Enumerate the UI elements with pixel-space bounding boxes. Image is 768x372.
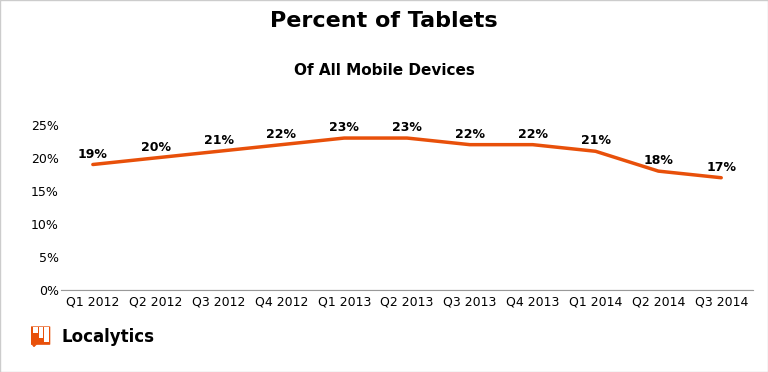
Text: 17%: 17% — [707, 161, 737, 174]
FancyBboxPatch shape — [31, 326, 50, 345]
Text: 20%: 20% — [141, 141, 170, 154]
Text: 22%: 22% — [518, 128, 548, 141]
Text: 23%: 23% — [329, 121, 359, 134]
Text: Percent of Tablets: Percent of Tablets — [270, 11, 498, 31]
Bar — [44, 327, 49, 342]
Bar — [38, 327, 44, 338]
Polygon shape — [31, 344, 37, 347]
Text: 21%: 21% — [204, 134, 233, 147]
Text: 22%: 22% — [266, 128, 296, 141]
Text: 21%: 21% — [581, 134, 611, 147]
Text: 23%: 23% — [392, 121, 422, 134]
Text: Of All Mobile Devices: Of All Mobile Devices — [293, 63, 475, 78]
Text: 22%: 22% — [455, 128, 485, 141]
Text: 19%: 19% — [78, 148, 108, 161]
Bar — [33, 327, 38, 333]
Text: Localytics: Localytics — [61, 328, 154, 346]
Text: 18%: 18% — [644, 154, 674, 167]
